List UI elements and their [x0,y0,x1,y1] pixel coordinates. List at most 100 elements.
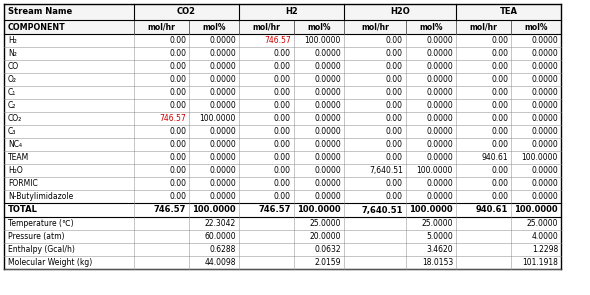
Text: 25.0000: 25.0000 [421,219,453,228]
Text: mol%: mol% [419,22,442,32]
Text: 100.0000: 100.0000 [297,206,341,214]
Text: 0.00: 0.00 [169,127,186,136]
Text: 940.61: 940.61 [476,206,508,214]
Text: 0.00: 0.00 [169,192,186,201]
Text: 0.0000: 0.0000 [209,166,236,175]
Text: C₃: C₃ [8,127,17,136]
Text: 0.0000: 0.0000 [531,140,558,149]
Text: 0.0000: 0.0000 [209,101,236,110]
Text: 0.0000: 0.0000 [426,153,453,162]
Text: mol%: mol% [307,22,331,32]
Text: H₂O: H₂O [8,166,23,175]
Text: 0.00: 0.00 [491,62,508,71]
Text: 0.00: 0.00 [169,153,186,162]
Text: C₂: C₂ [8,101,17,110]
Text: 0.0000: 0.0000 [209,153,236,162]
Text: 0.0000: 0.0000 [531,192,558,201]
Text: Enthalpy (Gcal/h): Enthalpy (Gcal/h) [8,245,75,254]
Text: H₂: H₂ [8,36,17,45]
Text: 100.0000: 100.0000 [409,206,453,214]
Text: 5.0000: 5.0000 [426,232,453,241]
Text: mol/hr: mol/hr [253,22,280,32]
Text: 0.00: 0.00 [386,101,403,110]
Text: 25.0000: 25.0000 [310,219,341,228]
Text: 100.0000: 100.0000 [522,153,558,162]
Text: 0.0632: 0.0632 [314,245,341,254]
Text: 0.0000: 0.0000 [531,49,558,58]
Text: 0.0000: 0.0000 [314,75,341,84]
Text: NC₄: NC₄ [8,140,22,149]
Text: 100.0000: 100.0000 [199,114,236,123]
Text: FORMIC: FORMIC [8,179,38,188]
Text: 0.0000: 0.0000 [209,75,236,84]
Text: 0.00: 0.00 [491,101,508,110]
Text: 0.00: 0.00 [386,62,403,71]
Text: 0.00: 0.00 [274,114,291,123]
Text: 0.0000: 0.0000 [531,101,558,110]
Text: TOTAL: TOTAL [8,206,38,214]
Text: 0.0000: 0.0000 [426,179,453,188]
Text: 0.00: 0.00 [274,88,291,97]
Text: 100.0000: 100.0000 [304,36,341,45]
Text: N-Butylimidazole: N-Butylimidazole [8,192,73,201]
Text: 0.00: 0.00 [169,140,186,149]
Text: 0.0000: 0.0000 [531,127,558,136]
Text: 746.57: 746.57 [159,114,186,123]
Text: N₂: N₂ [8,49,17,58]
Text: 0.0000: 0.0000 [531,166,558,175]
Text: 25.0000: 25.0000 [526,219,558,228]
Text: 0.00: 0.00 [386,75,403,84]
Text: 100.0000: 100.0000 [192,206,236,214]
Text: 0.00: 0.00 [274,166,291,175]
Text: 0.0000: 0.0000 [209,88,236,97]
Text: 60.0000: 60.0000 [204,232,236,241]
Text: H2: H2 [285,7,298,17]
Text: 746.57: 746.57 [264,36,291,45]
Text: 0.00: 0.00 [386,114,403,123]
Text: 0.0000: 0.0000 [314,192,341,201]
Bar [4,20,561,34]
Text: 0.0000: 0.0000 [426,192,453,201]
Text: 18.0153: 18.0153 [422,258,453,267]
Text: 0.00: 0.00 [491,75,508,84]
Text: 0.00: 0.00 [169,88,186,97]
Text: 0.00: 0.00 [169,166,186,175]
Text: mol%: mol% [202,22,226,32]
Text: 7,640.51: 7,640.51 [369,166,403,175]
Text: 0.00: 0.00 [491,140,508,149]
Text: CO₂: CO₂ [8,114,22,123]
Text: 0.00: 0.00 [491,88,508,97]
Text: 0.0000: 0.0000 [314,101,341,110]
Text: 1.2298: 1.2298 [532,245,558,254]
Text: TEAM: TEAM [8,153,30,162]
Text: 0.00: 0.00 [491,192,508,201]
Text: 0.0000: 0.0000 [531,62,558,71]
Text: 7,640.51: 7,640.51 [362,206,403,214]
Text: Pressure (atm): Pressure (atm) [8,232,64,241]
Text: 20.0000: 20.0000 [310,232,341,241]
Text: 3.4620: 3.4620 [427,245,453,254]
Text: 100.0000: 100.0000 [417,166,453,175]
Text: 0.0000: 0.0000 [209,127,236,136]
Text: 0.00: 0.00 [274,140,291,149]
Text: 0.00: 0.00 [169,179,186,188]
Text: H2O: H2O [390,7,410,17]
Text: 0.00: 0.00 [386,179,403,188]
Text: 0.00: 0.00 [386,49,403,58]
Text: 0.00: 0.00 [491,36,508,45]
Text: mol/hr: mol/hr [361,22,389,32]
Text: 0.00: 0.00 [169,36,186,45]
Text: 0.0000: 0.0000 [314,140,341,149]
Text: 0.00: 0.00 [274,127,291,136]
Text: 0.00: 0.00 [169,101,186,110]
Text: O₂: O₂ [8,75,17,84]
Text: 0.0000: 0.0000 [426,36,453,45]
Text: 100.0000: 100.0000 [514,206,558,214]
Text: TEA: TEA [500,7,517,17]
Text: mol/hr: mol/hr [470,22,497,32]
Text: 0.00: 0.00 [386,36,403,45]
Text: 0.0000: 0.0000 [531,179,558,188]
Text: 0.0000: 0.0000 [426,127,453,136]
Text: 0.0000: 0.0000 [426,114,453,123]
Text: 0.00: 0.00 [274,179,291,188]
